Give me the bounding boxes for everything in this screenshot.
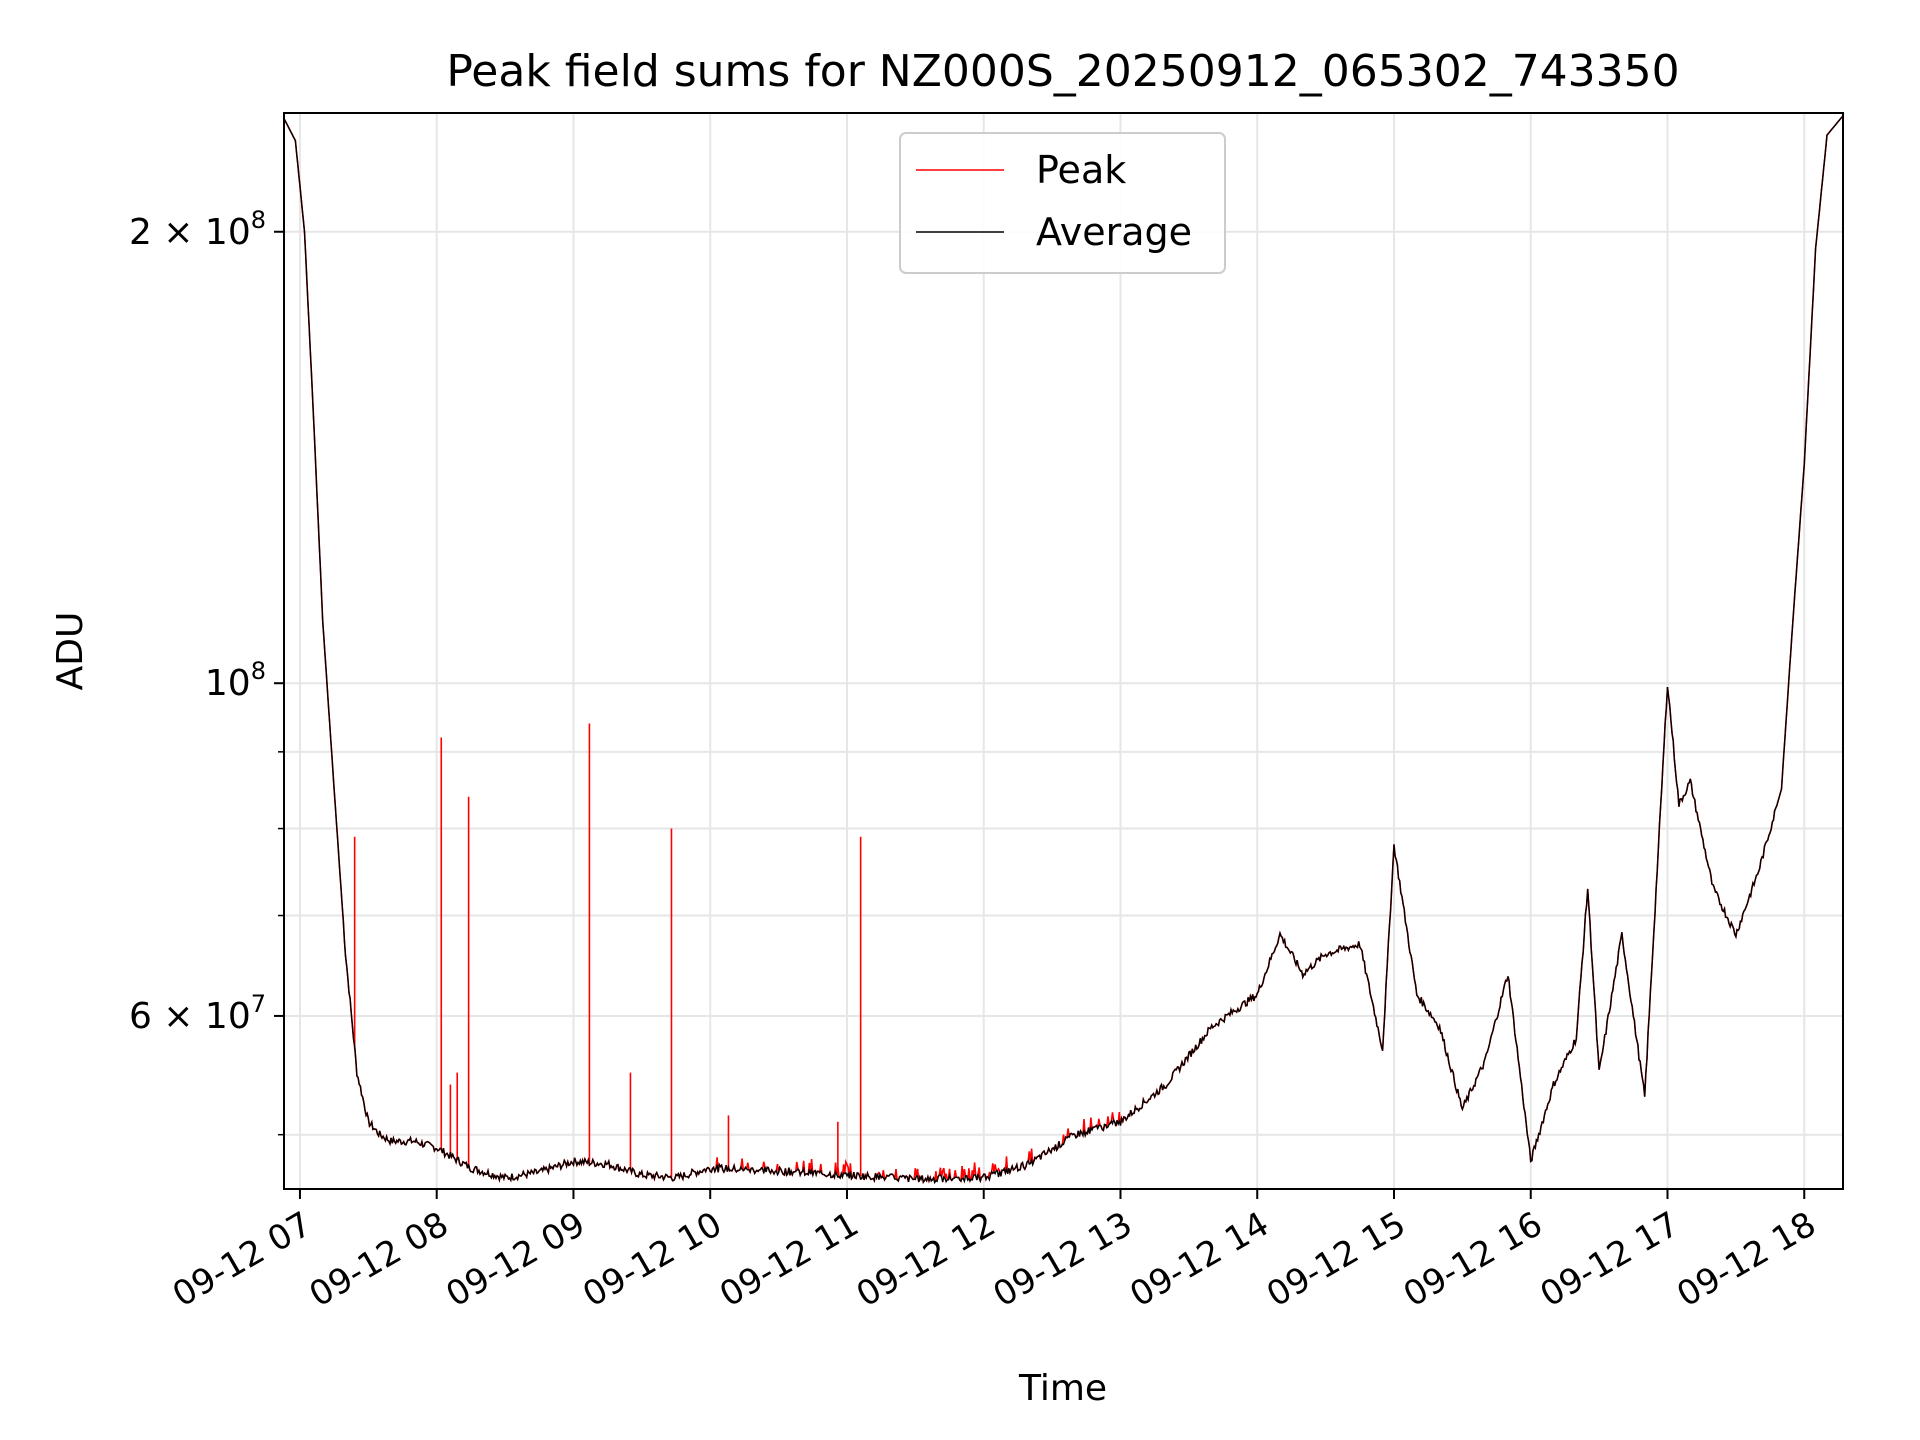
data-lines [283, 115, 1844, 1185]
y-tick-label: 2 × 108 [129, 206, 266, 253]
legend-label-average: Average [1036, 210, 1192, 254]
grid [284, 113, 1843, 1189]
y-axis-label: ADU [50, 612, 91, 691]
plot-frame [283, 112, 1844, 1190]
legend: Peak Average [899, 132, 1226, 274]
y-tick-base: 2 × 10 [129, 212, 251, 253]
x-axis-label: Time [1018, 1368, 1107, 1409]
y-tick-base: 10 [205, 663, 251, 704]
y-tick-exponent: 8 [251, 206, 266, 234]
legend-box [899, 132, 1226, 274]
y-tick-exponent: 7 [251, 990, 266, 1018]
y-tick-label: 108 [205, 657, 266, 704]
y-tick-label: 6 × 107 [129, 990, 266, 1037]
series-line-average [283, 115, 1844, 1185]
chart-title: Peak field sums for NZ000S_20250912_0653… [446, 46, 1679, 97]
y-tick-exponent: 8 [251, 657, 266, 685]
y-tick-base: 6 × 10 [129, 996, 251, 1037]
legend-label-peak: Peak [1036, 148, 1126, 192]
